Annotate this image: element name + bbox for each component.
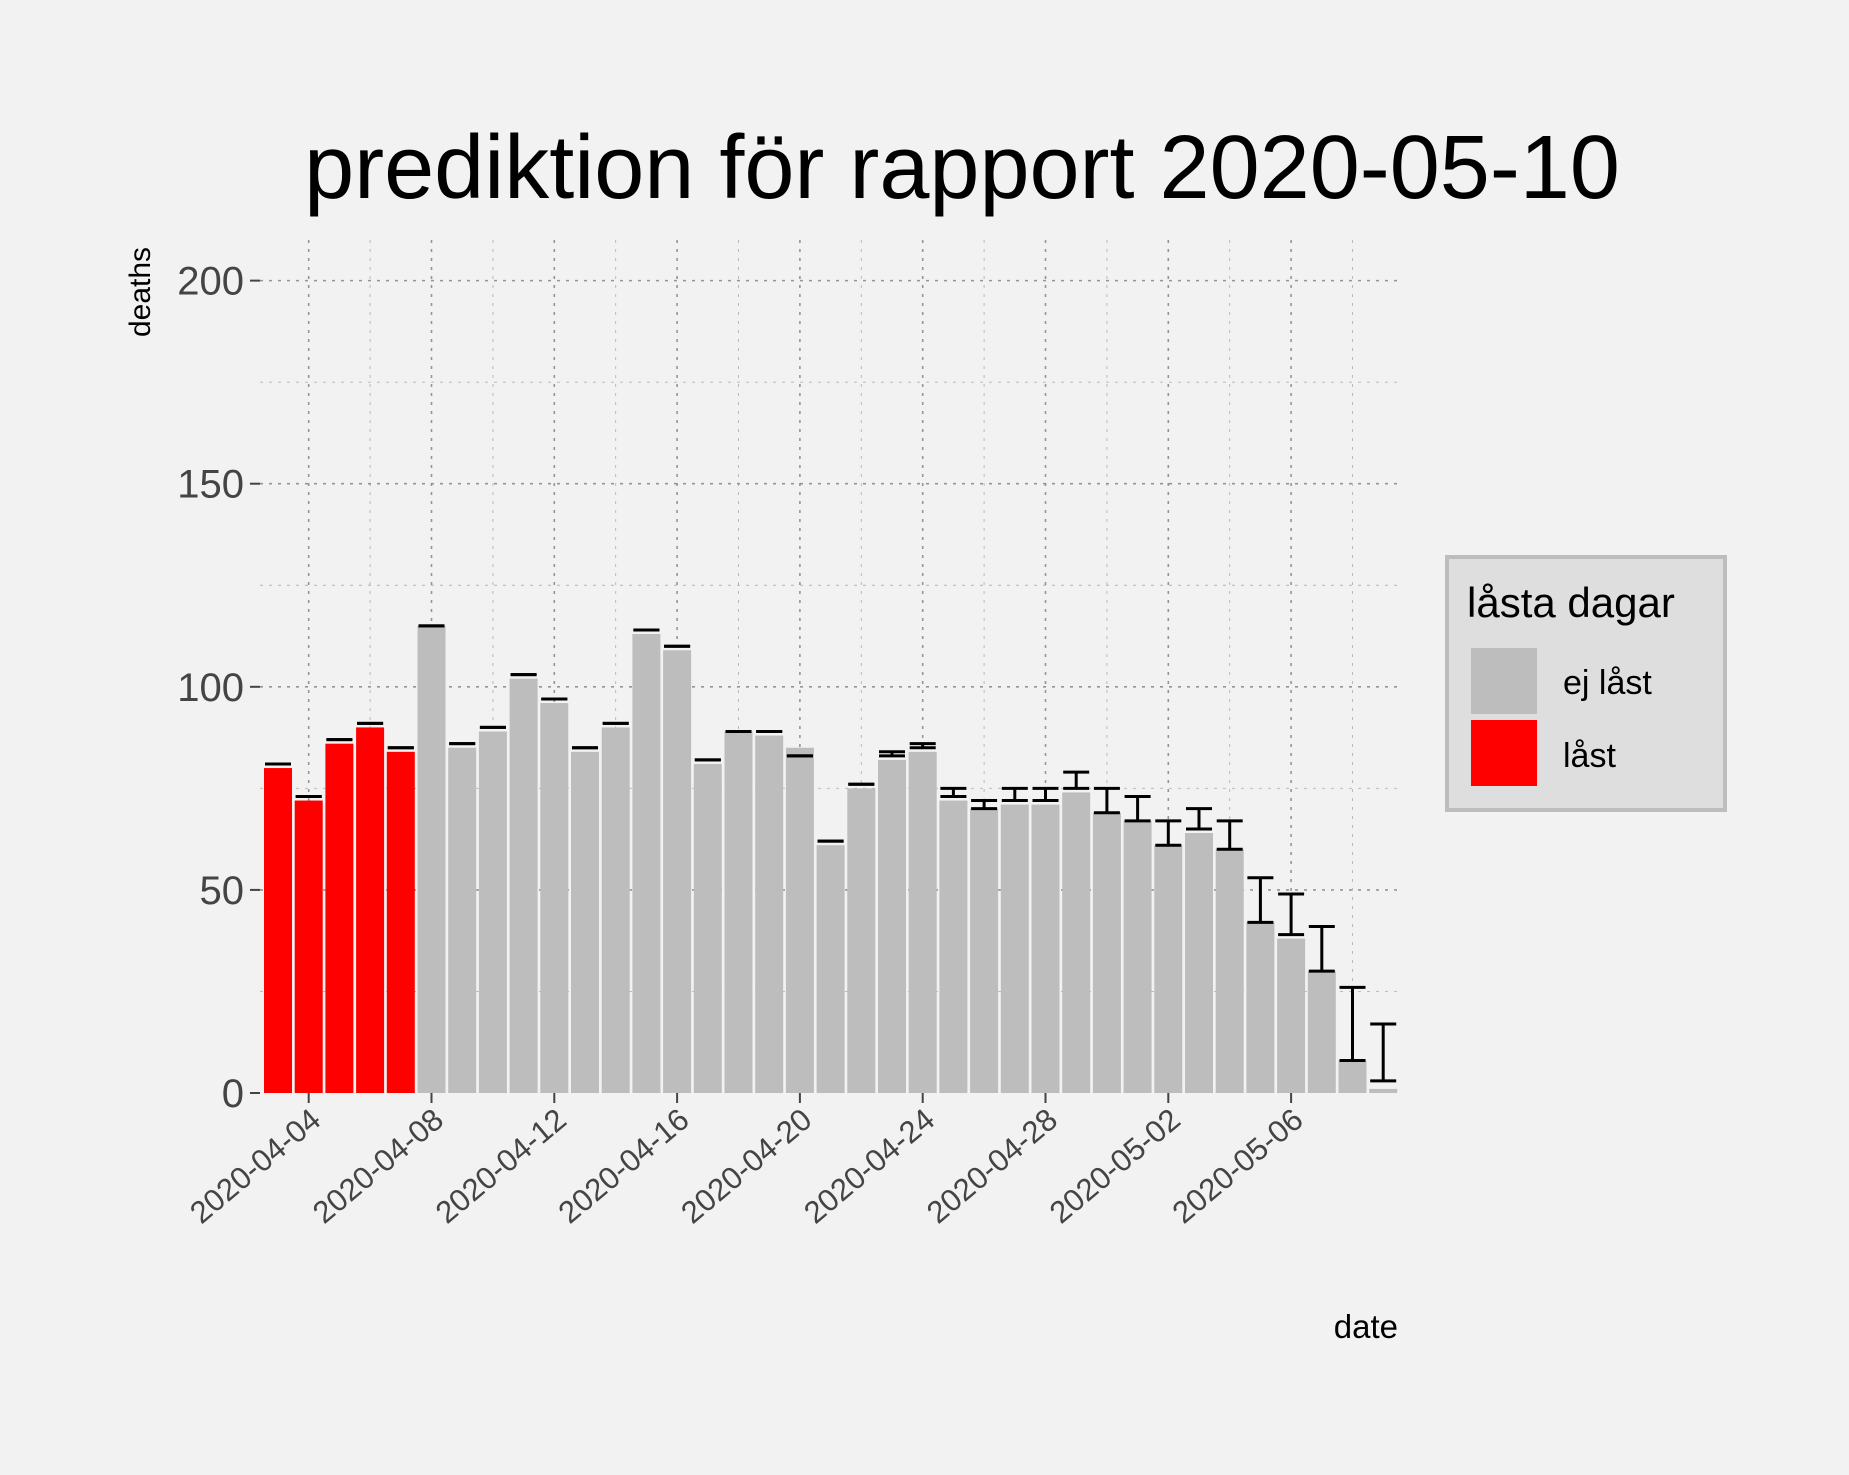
bar [417, 625, 446, 1093]
x-tick-label: 2020-04-12 [429, 1102, 573, 1231]
y-axis-ticks: 0 50 100 150 200 [177, 260, 260, 1116]
x-tick-label: 2020-04-04 [183, 1102, 327, 1231]
bar [785, 747, 814, 1093]
bar [571, 751, 599, 1093]
bar [663, 650, 692, 1093]
bar [264, 768, 292, 1093]
y-tick-label: 50 [200, 869, 245, 913]
x-tick-label: 2020-04-08 [306, 1102, 450, 1231]
bar [325, 743, 354, 1093]
bar [294, 800, 323, 1093]
bar [939, 800, 968, 1093]
x-tick-label: 2020-04-16 [552, 1102, 696, 1231]
y-axis-label: deaths [124, 247, 157, 337]
x-tick-label: 2020-04-24 [797, 1102, 941, 1231]
bar [1277, 938, 1306, 1093]
x-axis-label: date [1334, 1308, 1398, 1345]
bar [1185, 833, 1213, 1093]
legend-title: låsta dagar [1467, 579, 1675, 626]
y-tick-label: 150 [177, 463, 244, 507]
bar [1154, 845, 1183, 1093]
x-tick-label: 2020-05-06 [1166, 1102, 1310, 1231]
legend: låsta dagar ej låst låst [1445, 555, 1727, 812]
bar [1215, 849, 1244, 1093]
bar [386, 751, 415, 1093]
bar [816, 845, 845, 1093]
bar [601, 727, 630, 1093]
bar [847, 788, 876, 1093]
bar [509, 678, 538, 1093]
bar [540, 703, 569, 1093]
legend-label-last: låst [1563, 737, 1616, 775]
bar [878, 759, 906, 1093]
chart-title: prediktion för rapport 2020-05-10 [304, 118, 1620, 218]
bar [478, 731, 507, 1093]
bar [1062, 792, 1091, 1093]
bar [908, 751, 937, 1093]
bars [264, 625, 1398, 1093]
bar [1369, 1088, 1398, 1093]
bar [356, 727, 385, 1093]
bar [1307, 971, 1336, 1093]
x-tick-label: 2020-04-28 [920, 1102, 1064, 1231]
bar [724, 731, 753, 1093]
bar [1000, 804, 1029, 1093]
bar [1031, 804, 1060, 1093]
bar [1338, 1060, 1367, 1093]
bar [1246, 922, 1275, 1093]
bar [693, 763, 722, 1093]
legend-label-ej-last: ej låst [1563, 664, 1652, 702]
legend-swatch-last [1471, 720, 1537, 786]
bar [1123, 820, 1152, 1093]
legend-swatch-ej-last [1471, 648, 1537, 714]
y-tick-label: 0 [222, 1072, 244, 1116]
error-bars [265, 624, 1397, 1083]
bar [1092, 812, 1121, 1093]
x-tick-label: 2020-05-02 [1043, 1102, 1187, 1231]
bar [448, 747, 477, 1093]
x-tick-label: 2020-04-20 [674, 1102, 818, 1231]
bar [970, 808, 999, 1093]
bar [755, 735, 784, 1093]
x-axis-ticks: 2020-04-042020-04-082020-04-122020-04-16… [183, 1093, 1310, 1231]
y-tick-label: 200 [177, 260, 244, 304]
y-tick-label: 100 [177, 666, 244, 710]
bar [632, 634, 661, 1093]
